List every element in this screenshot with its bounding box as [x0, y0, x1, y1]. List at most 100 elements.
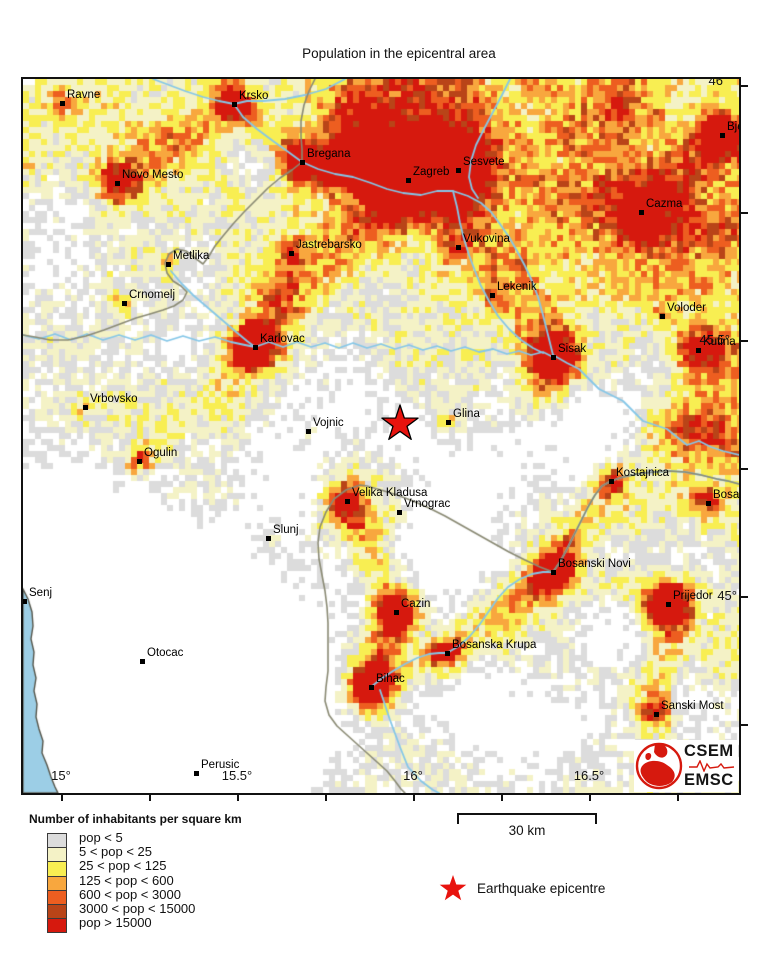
csem-emsc-logo: CSEM EMSC [634, 740, 738, 792]
city-label: Krsko [239, 90, 269, 102]
longitude-tick [501, 795, 503, 801]
city-label: Lekenik [497, 281, 537, 293]
longitude-tick [413, 795, 415, 801]
latitude-tick [741, 596, 748, 598]
logo-emsc-text: EMSC [684, 771, 734, 789]
city-marker [140, 659, 145, 664]
city-marker [122, 301, 127, 306]
city-label: Ogulin [144, 447, 178, 459]
city-marker [490, 293, 495, 298]
city-marker [83, 405, 88, 410]
city-label: Metlika [173, 250, 210, 262]
city-label: Prijedor [673, 590, 713, 602]
city-marker [639, 210, 644, 215]
city-marker [551, 570, 556, 575]
city-marker [289, 251, 294, 256]
longitude-tick [677, 795, 679, 801]
longitude-tick [237, 795, 239, 801]
city-marker [166, 262, 171, 267]
city-marker [456, 245, 461, 250]
epicentre-legend-star-icon [439, 875, 467, 901]
longitude-tick [61, 795, 63, 801]
city-marker [266, 536, 271, 541]
population-legend: Number of inhabitants per square km pop … [29, 812, 449, 942]
city-marker [232, 102, 237, 107]
latitude-label: 46 [708, 77, 723, 88]
city-label: Vrbovsko [90, 393, 138, 405]
city-marker [406, 178, 411, 183]
city-marker [60, 101, 65, 106]
city-label: Sanski Most [661, 700, 724, 712]
legend-class-label: 5 < pop < 25 [79, 844, 153, 860]
page-title: Population in the epicentral area [302, 46, 496, 61]
legend-swatch [48, 904, 66, 920]
legend-class-label: pop < 5 [79, 830, 123, 845]
legend-swatch [48, 848, 66, 863]
city-label: Zagreb [413, 166, 450, 178]
city-marker [394, 610, 399, 615]
city-marker [720, 133, 725, 138]
city-marker [397, 510, 402, 515]
seismogram-icon [689, 760, 735, 772]
city-label: Bosanska Dubica [713, 489, 740, 501]
legend-swatch [48, 862, 66, 877]
city-marker [369, 685, 374, 690]
city-marker [345, 499, 350, 504]
latitude-tick [741, 340, 748, 342]
city-label: Velika Kladusa [352, 487, 428, 499]
epicentre-legend-label: Earthquake epicentre [477, 881, 606, 896]
city-label: Sesvete [463, 156, 505, 168]
latitude-label: 45.5° [699, 332, 730, 347]
city-marker [654, 712, 659, 717]
city-marker [115, 181, 120, 186]
legend-swatch [48, 876, 66, 891]
legend-class-label: pop > 15000 [79, 915, 152, 931]
city-label: Otocac [147, 647, 184, 659]
longitude-label: 16.5° [573, 768, 605, 783]
epicentre-legend: Earthquake epicentre [436, 872, 696, 906]
epicenter-star-icon [381, 404, 419, 441]
legend-class-label: 25 < pop < 125 [79, 858, 167, 874]
latitude-tick [741, 724, 748, 726]
city-marker [445, 651, 450, 656]
city-marker [706, 501, 711, 506]
legend-swatch-column [47, 833, 67, 934]
city-label: Karlovac [260, 333, 305, 345]
city-label: Jastrebarsko [296, 239, 362, 251]
city-marker [23, 599, 27, 604]
latitude-label: 45° [717, 588, 737, 603]
city-marker [306, 429, 311, 434]
city-label: Cazma [646, 198, 683, 210]
city-label: Cazin [401, 598, 431, 610]
city-marker [456, 168, 461, 173]
city-label: Crnomelj [129, 289, 176, 301]
population-map: Ravne Krsko Novo Mesto Bregana Zagreb Sesvete… [21, 77, 741, 795]
scale-bar: 30 km [457, 813, 597, 838]
population-heatmap-canvas [23, 79, 739, 793]
city-marker [300, 160, 305, 165]
latitude-tick [741, 468, 748, 470]
legend-class-label: 125 < pop < 600 [79, 872, 174, 888]
city-marker [446, 420, 451, 425]
city-label: Bregana [307, 148, 351, 160]
legend-swatch [48, 919, 66, 933]
legend-title: Number of inhabitants per square km [29, 812, 242, 826]
city-label: Bihac [376, 673, 405, 685]
city-marker [551, 355, 556, 360]
city-label: Senj [29, 587, 53, 599]
city-label: Bosanski Novi [558, 558, 631, 570]
logo-csem-text: CSEM [684, 742, 734, 760]
legend-class-label: 600 < pop < 3000 [79, 886, 181, 902]
city-label: Bjelovar [727, 121, 739, 133]
city-label: Perusic [201, 759, 240, 771]
city-marker [696, 348, 701, 353]
city-label: Vukovina [463, 233, 510, 245]
city-label: Vrnograc [404, 498, 451, 510]
city-label: Novo Mesto [122, 169, 184, 181]
city-marker [194, 771, 199, 776]
city-marker [666, 602, 671, 607]
city-label: Ravne [67, 89, 101, 101]
city-marker [609, 479, 614, 484]
